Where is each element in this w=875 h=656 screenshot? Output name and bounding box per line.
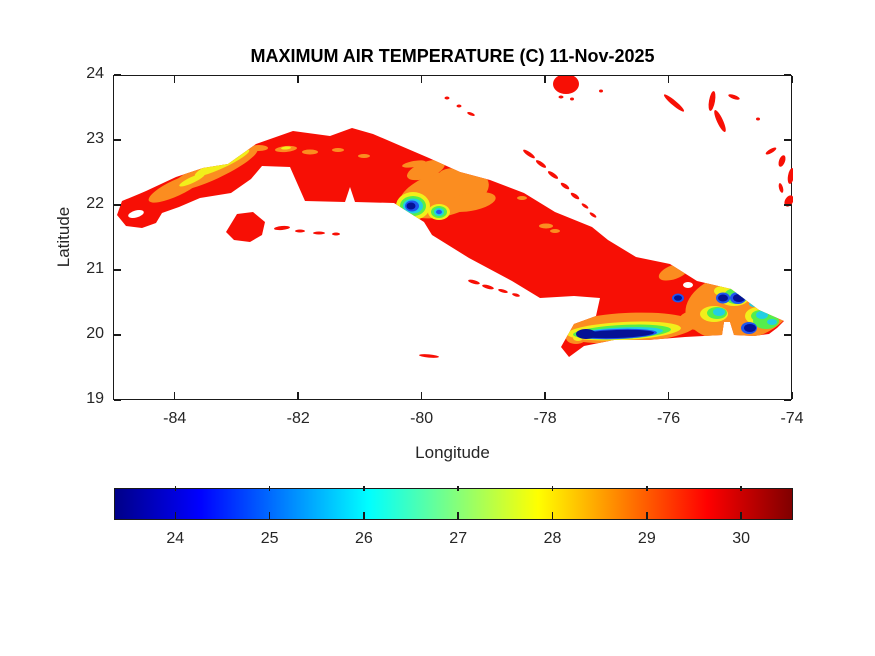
y-tick-mark — [114, 204, 121, 206]
colorbar-tick-mark-top — [363, 486, 365, 491]
colorbar-tick-label: 24 — [166, 530, 185, 547]
x-tick-mark — [297, 392, 299, 399]
y-tick-label: 24 — [86, 65, 104, 82]
colorbar-tick-mark-top — [268, 486, 271, 491]
y-tick-mark-right — [784, 74, 791, 76]
colorbar-tick-label: 26 — [355, 530, 373, 547]
plot-area — [113, 75, 793, 400]
y-tick-mark-right — [784, 269, 791, 271]
colorbar-tick-label: 30 — [732, 530, 751, 547]
x-tick-mark — [791, 392, 793, 399]
y-tick-mark — [114, 74, 121, 76]
cuba-temperature-map — [117, 76, 793, 358]
colorbar-tick-label: 28 — [543, 530, 562, 547]
y-tick-mark-right — [784, 204, 791, 206]
x-tick-label: -74 — [780, 410, 804, 427]
chart-title: MAXIMUM AIR TEMPERATURE (C) 11-Nov-2025 — [250, 46, 655, 66]
colorbar-tick-label: 29 — [637, 530, 656, 547]
x-tick-mark-top — [297, 76, 299, 83]
x-tick-label: -84 — [163, 410, 187, 427]
x-tick-mark — [667, 392, 670, 399]
colorbar-tick-mark-top — [457, 486, 459, 491]
y-tick-mark — [114, 334, 121, 336]
colorbar-tick-mark — [268, 512, 271, 519]
y-tick-mark-right — [784, 139, 791, 141]
colorbar-tick-label: 27 — [449, 530, 468, 547]
isla-de-la-juventud — [226, 212, 265, 242]
colorbar-tick-mark — [646, 512, 648, 519]
y-tick-label: 23 — [86, 130, 104, 147]
x-tick-mark-top — [667, 76, 670, 83]
colorbar-tick-mark — [551, 512, 554, 519]
y-tick-label: 21 — [86, 260, 104, 277]
x-tick-label: -78 — [533, 410, 557, 427]
colorbar-tick-mark — [740, 512, 742, 519]
y-tick-mark-right — [784, 399, 791, 401]
colorbar-tick-mark — [457, 512, 459, 519]
x-tick-mark-top — [791, 76, 793, 83]
x-axis-label: Longitude — [415, 443, 490, 462]
y-tick-label: 19 — [86, 390, 104, 407]
colorbar-tick-mark — [174, 512, 177, 519]
x-tick-mark-top — [173, 76, 176, 83]
y-tick-label: 20 — [86, 325, 104, 342]
bahamas-islands — [553, 76, 793, 207]
y-tick-mark — [114, 139, 121, 141]
x-tick-mark — [544, 392, 546, 399]
x-tick-mark — [173, 392, 176, 399]
colorbar-tick-mark-top — [646, 486, 648, 491]
colorbar-tick-label: 25 — [260, 530, 279, 547]
cuba-mainland — [117, 128, 784, 357]
colorbar-tick-mark-top — [740, 486, 742, 491]
colorbar-tick-mark-top — [174, 486, 177, 491]
y-tick-mark — [114, 399, 121, 401]
cayman-islands — [419, 354, 439, 358]
y-tick-label: 22 — [86, 195, 104, 212]
x-tick-label: -80 — [410, 410, 434, 427]
x-tick-label: -82 — [286, 410, 310, 427]
x-tick-label: -76 — [656, 410, 681, 427]
colorbar-tick-mark-top — [551, 486, 554, 491]
coastal-bays — [128, 210, 693, 288]
offshore-cays — [274, 96, 597, 297]
x-tick-mark — [420, 392, 423, 399]
y-tick-mark-right — [784, 334, 791, 336]
y-tick-mark — [114, 269, 121, 271]
x-tick-mark-top — [420, 76, 423, 83]
x-tick-mark-top — [544, 76, 546, 83]
colorbar-tick-mark — [363, 512, 365, 519]
colorbar — [114, 488, 793, 520]
